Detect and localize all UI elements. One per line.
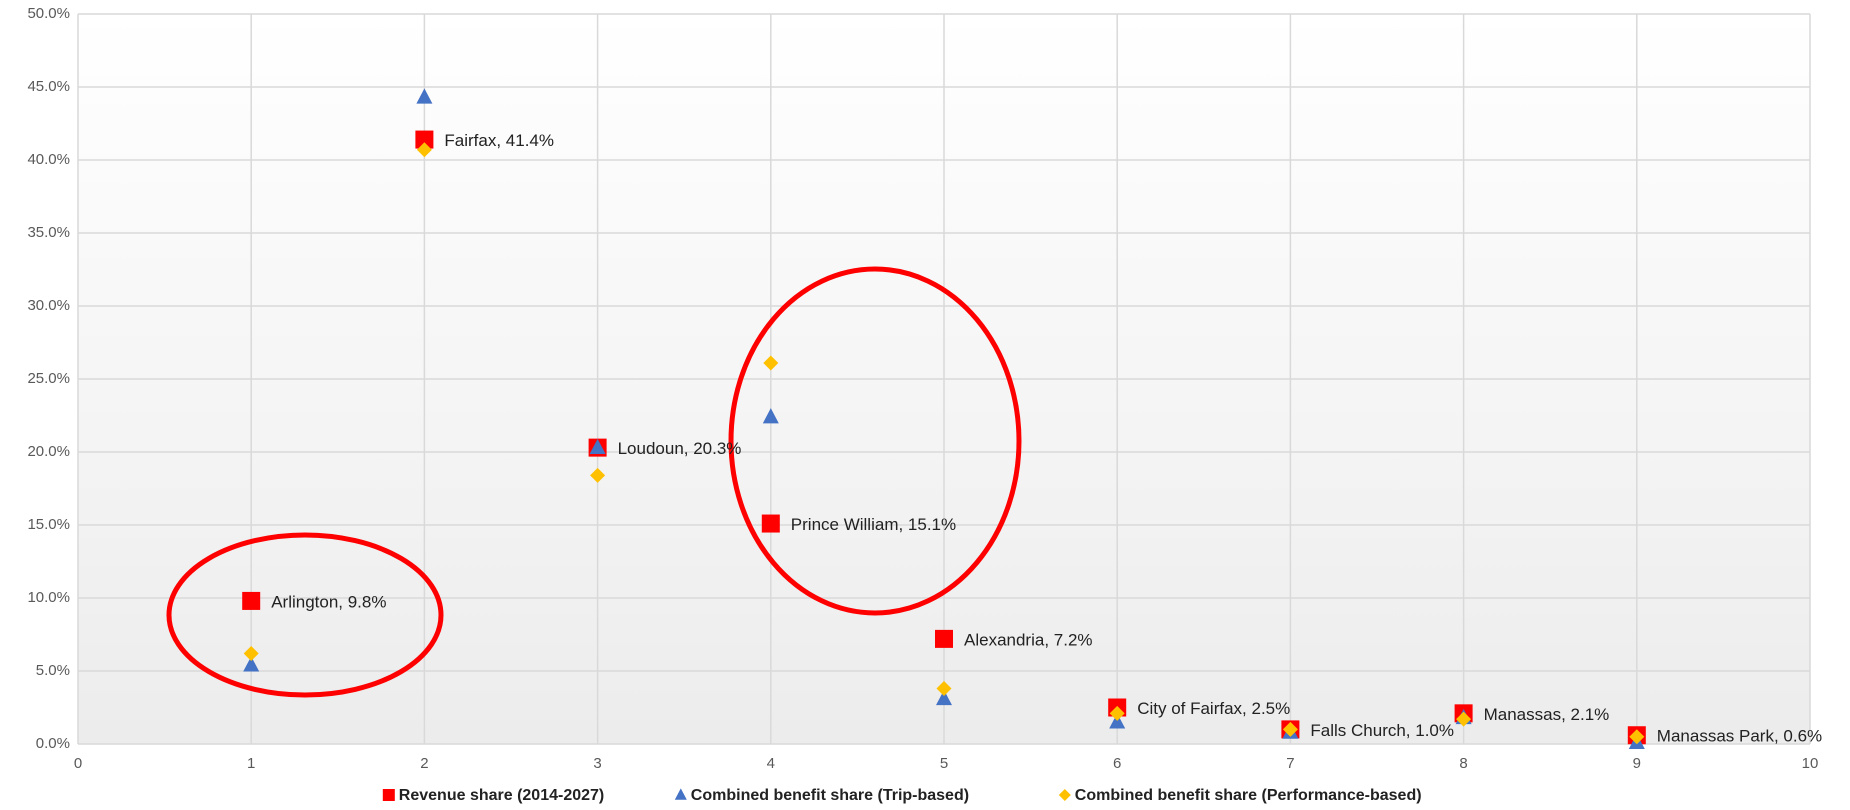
y-tick-label: 20.0% <box>27 443 70 460</box>
x-tick-label: 0 <box>74 755 82 772</box>
x-tick-label: 2 <box>420 755 428 772</box>
x-tick-label: 6 <box>1113 755 1121 772</box>
marker-triangle <box>243 656 260 672</box>
data-label: City of Fairfax, 2.5% <box>1137 699 1290 718</box>
highlight-ellipse <box>728 266 1022 616</box>
grid <box>77 13 1811 745</box>
y-tick-label: 50.0% <box>27 5 70 22</box>
x-tick-label: 7 <box>1286 755 1294 772</box>
y-tick-label: 45.0% <box>27 78 70 95</box>
data-label: Fairfax, 41.4% <box>444 131 554 150</box>
marker-diamond <box>1058 789 1071 801</box>
x-tick-label: 8 <box>1459 755 1467 772</box>
data-label: Loudoun, 20.3% <box>618 439 742 458</box>
marker-square <box>761 514 780 533</box>
marker-diamond <box>1282 721 1298 737</box>
x-tick-label: 3 <box>593 755 601 772</box>
x-tick-label: 4 <box>767 755 775 772</box>
marker-diamond <box>1109 705 1125 721</box>
marker-triangle <box>1109 713 1126 729</box>
marker-square <box>415 130 434 149</box>
data-label: Manassas Park, 0.6% <box>1657 727 1822 746</box>
legend-label: Combined benefit share (Performance-base… <box>1075 787 1422 804</box>
marks <box>242 88 1646 749</box>
marker-diamond <box>590 467 606 483</box>
y-tick-label: 40.0% <box>27 151 70 168</box>
y-tick-label: 25.0% <box>27 370 70 387</box>
marker-triangle <box>416 88 433 104</box>
data-label: Alexandria, 7.2% <box>964 630 1093 649</box>
x-tick-label: 5 <box>940 755 948 772</box>
marker-diamond <box>243 645 259 661</box>
highlight-ellipse <box>166 532 444 698</box>
marker-diamond <box>1456 711 1472 727</box>
marker-diamond <box>1629 729 1645 745</box>
marker-square <box>242 591 261 610</box>
x-tick-label: 1 <box>247 755 255 772</box>
marker-triangle <box>674 788 687 800</box>
marker-diamond <box>763 355 779 371</box>
legend-label: Revenue share (2014-2027) <box>399 787 604 804</box>
data-label: Arlington, 9.8% <box>271 592 386 611</box>
data-label: Manassas, 2.1% <box>1484 705 1610 724</box>
y-tick-label: 30.0% <box>27 297 70 314</box>
data-label: Prince William, 15.1% <box>791 515 956 534</box>
marker-square <box>382 789 395 801</box>
data-label: Falls Church, 1.0% <box>1310 721 1454 740</box>
marker-diamond <box>936 681 952 697</box>
marker-triangle <box>762 408 779 424</box>
x-tick-label: 9 <box>1633 755 1641 772</box>
marker-triangle <box>936 689 952 706</box>
marker-square <box>935 629 953 648</box>
legend-label: Combined benefit share (Trip-based) <box>691 787 969 804</box>
x-tick-label: 10 <box>1802 755 1819 772</box>
y-tick-label: 5.0% <box>36 662 70 679</box>
y-tick-label: 10.0% <box>27 589 70 606</box>
y-tick-label: 0.0% <box>36 735 70 752</box>
marker-triangle <box>589 438 606 455</box>
y-tick-label: 35.0% <box>27 224 70 241</box>
marker-diamond <box>416 142 432 158</box>
y-tick-label: 15.0% <box>27 516 70 533</box>
